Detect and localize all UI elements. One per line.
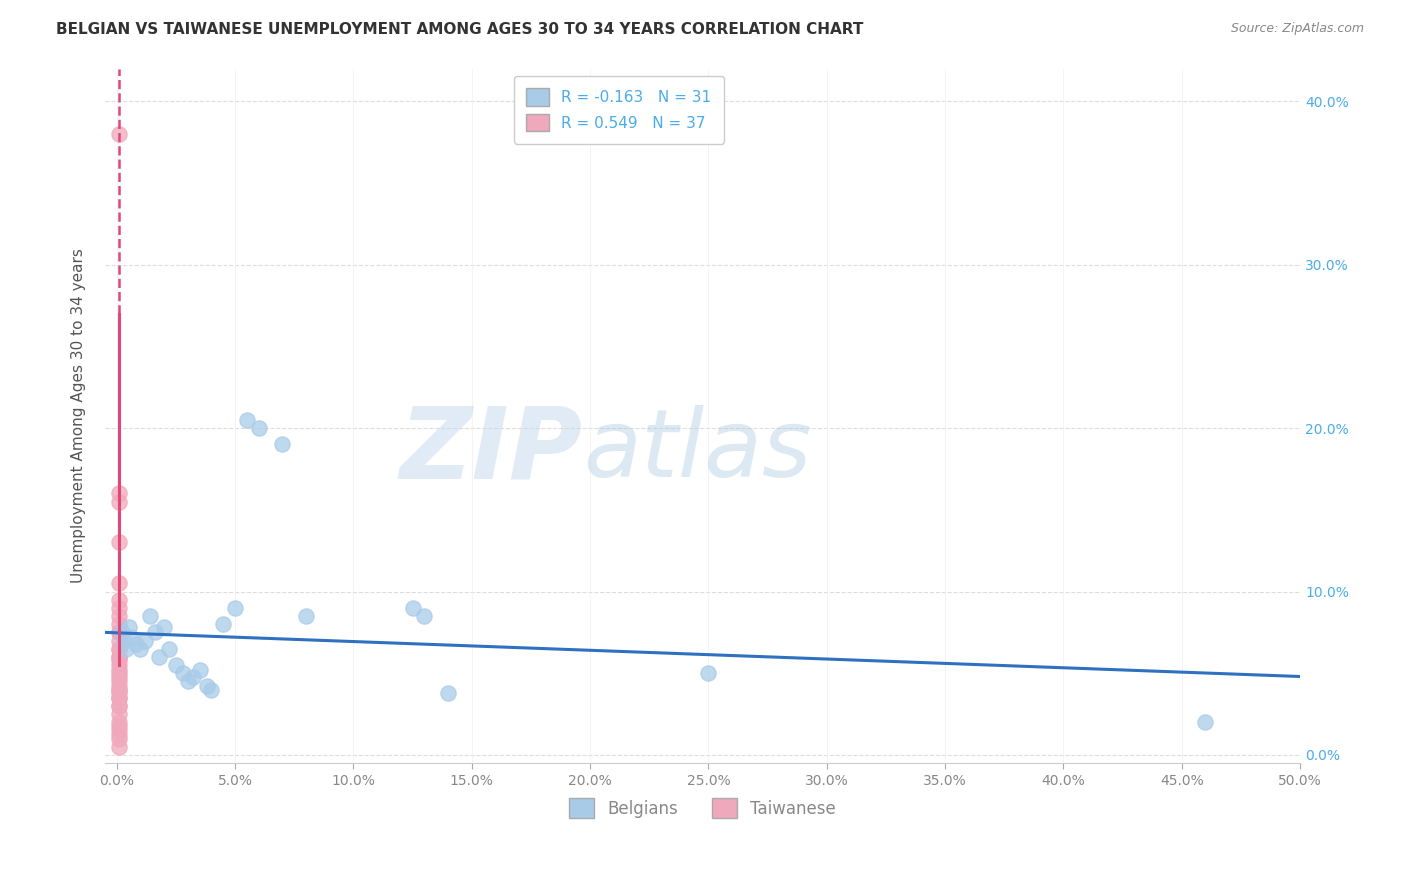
Point	[401, 600, 423, 615]
Point	[200, 682, 222, 697]
Point	[108, 682, 131, 697]
Point	[108, 633, 131, 648]
Point	[108, 663, 131, 677]
Point	[118, 620, 141, 634]
Point	[108, 723, 131, 738]
Point	[134, 633, 156, 648]
Point	[236, 413, 259, 427]
Point	[108, 718, 131, 732]
Point	[108, 649, 131, 664]
Point	[1194, 715, 1216, 730]
Point	[115, 641, 138, 656]
Point	[188, 663, 211, 677]
Point	[108, 707, 131, 722]
Point	[108, 731, 131, 746]
Point	[108, 715, 131, 730]
Point	[108, 728, 131, 742]
Point	[108, 658, 131, 673]
Point	[157, 641, 180, 656]
Point	[181, 669, 204, 683]
Point	[108, 494, 131, 508]
Point	[120, 630, 142, 644]
Point	[413, 609, 436, 624]
Point	[108, 698, 131, 713]
Point	[697, 666, 720, 681]
Point	[172, 666, 194, 681]
Point	[139, 609, 162, 624]
Point	[271, 437, 294, 451]
Point	[224, 600, 246, 615]
Point	[108, 653, 131, 667]
Point	[212, 617, 235, 632]
Point	[148, 649, 170, 664]
Text: atlas: atlas	[583, 405, 811, 496]
Point	[108, 617, 131, 632]
Text: ZIP: ZIP	[401, 402, 583, 499]
Point	[108, 679, 131, 693]
Legend: Belgians, Taiwanese: Belgians, Taiwanese	[562, 792, 842, 824]
Point	[108, 576, 131, 591]
Point	[108, 535, 131, 549]
Point	[108, 649, 131, 664]
Point	[165, 658, 187, 673]
Point	[108, 669, 131, 683]
Point	[108, 690, 131, 705]
Text: BELGIAN VS TAIWANESE UNEMPLOYMENT AMONG AGES 30 TO 34 YEARS CORRELATION CHART: BELGIAN VS TAIWANESE UNEMPLOYMENT AMONG …	[56, 22, 863, 37]
Point	[108, 592, 131, 607]
Point	[108, 690, 131, 705]
Point	[153, 620, 176, 634]
Point	[108, 641, 131, 656]
Point	[437, 686, 460, 700]
Point	[108, 739, 131, 754]
Point	[108, 686, 131, 700]
Point	[177, 674, 200, 689]
Point	[108, 486, 131, 500]
Point	[108, 698, 131, 713]
Point	[295, 609, 318, 624]
Point	[108, 609, 131, 624]
Point	[108, 682, 131, 697]
Point	[108, 625, 131, 640]
Y-axis label: Unemployment Among Ages 30 to 34 years: Unemployment Among Ages 30 to 34 years	[72, 248, 86, 583]
Point	[143, 625, 166, 640]
Point	[125, 637, 148, 651]
Point	[195, 679, 218, 693]
Point	[129, 641, 152, 656]
Point	[247, 421, 270, 435]
Point	[108, 127, 131, 141]
Point	[108, 600, 131, 615]
Point	[108, 641, 131, 656]
Point	[108, 674, 131, 689]
Point	[108, 625, 131, 640]
Point	[112, 633, 135, 648]
Point	[108, 666, 131, 681]
Point	[110, 625, 132, 640]
Text: Source: ZipAtlas.com: Source: ZipAtlas.com	[1230, 22, 1364, 36]
